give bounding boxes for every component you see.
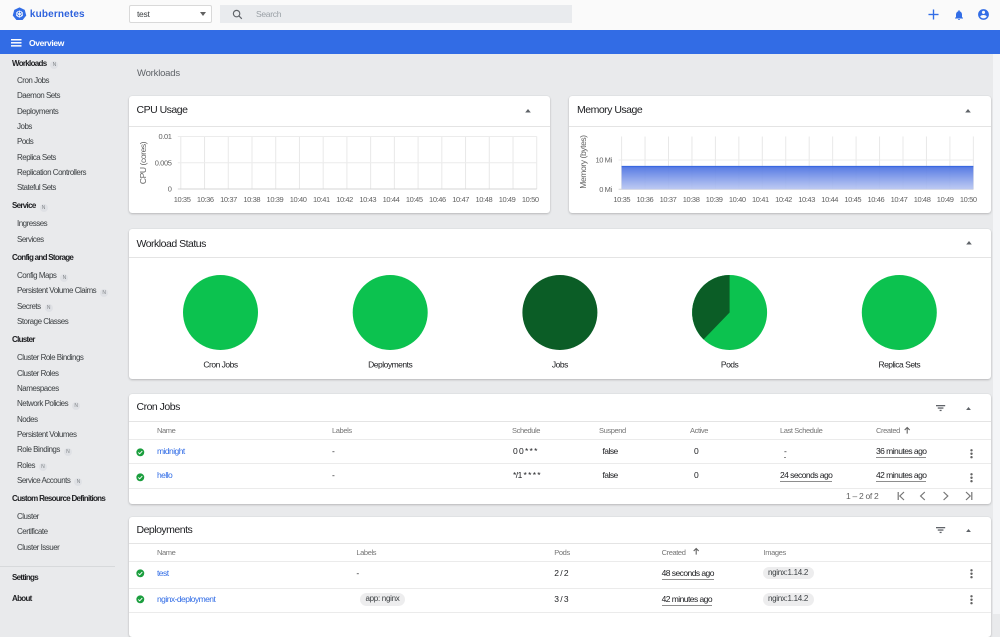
svg-text:Deployments: Deployments xyxy=(368,360,412,370)
svg-text:10:47: 10:47 xyxy=(452,195,469,204)
svg-text:10:40: 10:40 xyxy=(729,195,746,204)
svg-text:10:39: 10:39 xyxy=(706,195,723,204)
svg-text:10:37: 10:37 xyxy=(660,195,677,204)
svg-text:Jobs: Jobs xyxy=(551,360,567,370)
svg-text:10:43: 10:43 xyxy=(798,195,815,204)
svg-text:10:46: 10:46 xyxy=(868,195,885,204)
svg-text:10:48: 10:48 xyxy=(475,195,492,204)
svg-text:CPU (cores): CPU (cores) xyxy=(138,141,148,184)
svg-text:Pods: Pods xyxy=(720,360,738,370)
svg-text:10:47: 10:47 xyxy=(891,195,908,204)
svg-text:10:38: 10:38 xyxy=(683,195,700,204)
svg-text:10:48: 10:48 xyxy=(914,195,931,204)
svg-text:0 Mi: 0 Mi xyxy=(599,185,612,194)
svg-text:10:44: 10:44 xyxy=(821,195,838,204)
svg-text:0.005: 0.005 xyxy=(154,159,171,168)
svg-text:10:38: 10:38 xyxy=(243,195,260,204)
svg-text:10:45: 10:45 xyxy=(844,195,861,204)
svg-text:10:36: 10:36 xyxy=(196,195,213,204)
svg-text:10:45: 10:45 xyxy=(405,195,422,204)
svg-text:Replica Sets: Replica Sets xyxy=(878,360,920,370)
svg-text:10:39: 10:39 xyxy=(266,195,283,204)
svg-text:10:42: 10:42 xyxy=(775,195,792,204)
svg-text:10:50: 10:50 xyxy=(521,195,538,204)
svg-text:10 Mi: 10 Mi xyxy=(595,156,612,165)
svg-text:10:43: 10:43 xyxy=(359,195,376,204)
svg-text:10:41: 10:41 xyxy=(752,195,769,204)
svg-text:10:46: 10:46 xyxy=(429,195,446,204)
svg-text:10:49: 10:49 xyxy=(498,195,515,204)
svg-text:10:37: 10:37 xyxy=(220,195,237,204)
svg-text:10:50: 10:50 xyxy=(960,195,977,204)
svg-text:10:44: 10:44 xyxy=(382,195,399,204)
svg-text:10:35: 10:35 xyxy=(173,195,190,204)
svg-text:10:36: 10:36 xyxy=(637,195,654,204)
svg-text:Memory (bytes): Memory (bytes) xyxy=(578,135,588,189)
svg-text:10:41: 10:41 xyxy=(312,195,329,204)
svg-text:10:42: 10:42 xyxy=(336,195,353,204)
svg-text:0.01: 0.01 xyxy=(158,132,171,141)
svg-text:10:49: 10:49 xyxy=(937,195,954,204)
svg-text:0: 0 xyxy=(167,185,171,194)
svg-text:10:40: 10:40 xyxy=(289,195,306,204)
svg-text:Cron Jobs: Cron Jobs xyxy=(203,360,237,370)
svg-text:10:35: 10:35 xyxy=(613,195,630,204)
